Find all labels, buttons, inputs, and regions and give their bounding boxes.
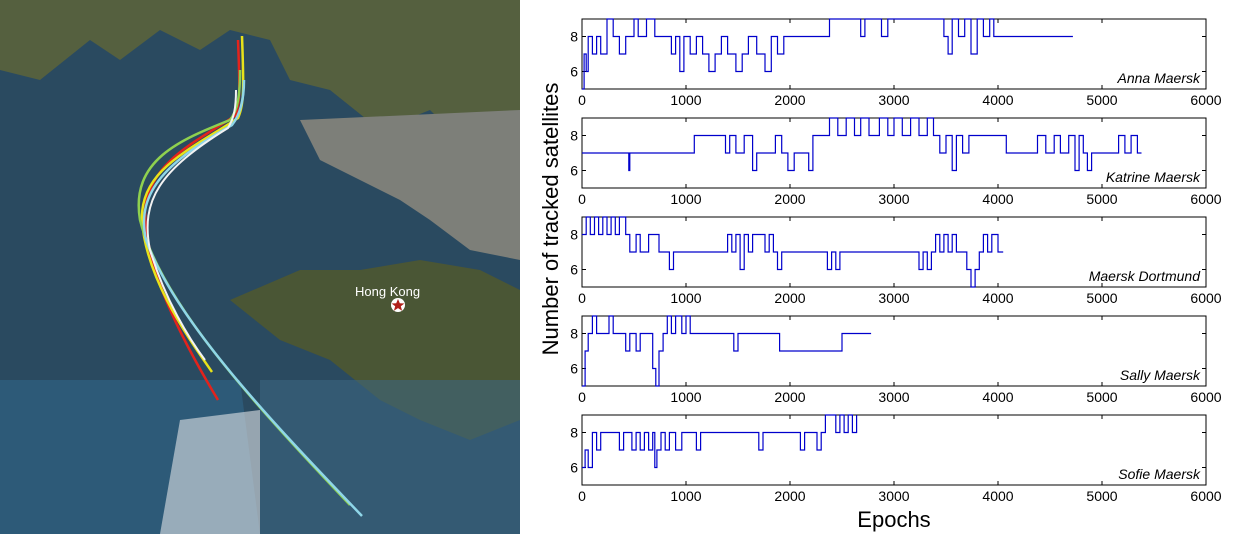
y-tick-label: 6	[570, 460, 578, 476]
panel-sofie-maersk: 0 1000 2000 3000 4000 5000 6000 6 8 Sofie Maersk	[570, 414, 1222, 504]
charts-canvas: Number of tracked satellites Epochs 0 100…	[538, 18, 1222, 532]
x-tick-label: 3000	[878, 191, 909, 207]
y-tick-label: 6	[570, 163, 578, 179]
series-line	[582, 117, 1142, 172]
track-white	[146, 89, 237, 361]
panel-maersk-dortmund: 0 1000 2000 3000 4000 5000 6000 6 8 Maersk Dortmu…	[570, 216, 1222, 306]
x-tick-label: 2000	[774, 191, 805, 207]
y-tick-label: 6	[570, 64, 578, 80]
x-tick-label: 1000	[670, 488, 701, 504]
plot-frame	[581, 414, 1207, 486]
lower-harbour	[260, 380, 520, 534]
series-label: Sofie Maersk	[1118, 466, 1201, 482]
x-tick-label: 4000	[982, 488, 1013, 504]
panel-sally-maersk: 0 1000 2000 3000 4000 5000 6000 6 8 Sally Maersk	[570, 315, 1222, 405]
x-tick-label: 6000	[1190, 290, 1221, 306]
satellite-map-image: Hong Kong	[0, 0, 520, 534]
x-tick-label: 4000	[982, 191, 1013, 207]
track-cyan	[142, 79, 363, 517]
x-tick-label: 4000	[982, 290, 1013, 306]
y-axis-title: Number of tracked satellites	[538, 83, 563, 356]
panel-katrine-maersk: 0 1000 2000 3000 4000 5000 6000 6 8 Katrine Maers…	[570, 117, 1222, 207]
x-tick-label: 5000	[1086, 290, 1117, 306]
kowloon-city	[300, 110, 520, 260]
x-tick-label: 4000	[982, 389, 1013, 405]
cloud-cover	[160, 410, 260, 534]
x-tick-label: 0	[578, 389, 586, 405]
x-tick-label: 5000	[1086, 389, 1117, 405]
y-tick-label: 6	[570, 361, 578, 377]
northern-land	[0, 0, 520, 150]
series-label: Katrine Maersk	[1106, 169, 1201, 185]
y-tick-label: 8	[570, 326, 578, 342]
x-tick-label: 3000	[878, 92, 909, 108]
x-tick-label: 1000	[670, 191, 701, 207]
y-tick-label: 8	[570, 425, 578, 441]
place-label: Hong Kong	[355, 284, 420, 299]
x-tick-label: 0	[578, 290, 586, 306]
x-tick-label: 2000	[774, 389, 805, 405]
x-tick-label: 3000	[878, 389, 909, 405]
x-axis-title: Epochs	[857, 507, 930, 532]
satellite-count-charts: Number of tracked satellites Epochs 0 100…	[528, 0, 1238, 534]
x-tick-label: 3000	[878, 290, 909, 306]
star-marker-icon	[391, 298, 405, 312]
series-label: Anna Maersk	[1117, 70, 1201, 86]
x-tick-label: 6000	[1190, 191, 1221, 207]
y-tick-label: 6	[570, 262, 578, 278]
x-tick-label: 6000	[1190, 92, 1221, 108]
x-tick-label: 2000	[774, 92, 805, 108]
x-tick-label: 1000	[670, 389, 701, 405]
y-tick-label: 8	[570, 227, 578, 243]
x-tick-label: 1000	[670, 92, 701, 108]
series-line	[582, 216, 1004, 288]
x-tick-label: 0	[578, 191, 586, 207]
series-line	[582, 414, 858, 469]
x-tick-label: 5000	[1086, 191, 1117, 207]
x-tick-label: 1000	[670, 290, 701, 306]
x-tick-label: 2000	[774, 488, 805, 504]
y-tick-label: 8	[570, 128, 578, 144]
x-tick-label: 3000	[878, 488, 909, 504]
series-line	[582, 315, 872, 387]
y-tick-label: 8	[570, 29, 578, 45]
x-tick-label: 2000	[774, 290, 805, 306]
x-tick-label: 5000	[1086, 488, 1117, 504]
series-line	[582, 18, 1073, 90]
panel-anna-maersk: 0 1000 2000 3000 4000 5000 6000 6 8 Anna Maersk	[570, 18, 1222, 108]
x-tick-label: 6000	[1190, 488, 1221, 504]
x-tick-label: 4000	[982, 92, 1013, 108]
x-tick-label: 5000	[1086, 92, 1117, 108]
x-tick-label: 0	[578, 92, 586, 108]
series-label: Sally Maersk	[1120, 367, 1201, 383]
series-label: Maersk Dortmund	[1089, 268, 1201, 284]
x-tick-label: 6000	[1190, 389, 1221, 405]
map-canvas: Hong Kong	[0, 0, 520, 534]
x-tick-label: 0	[578, 488, 586, 504]
